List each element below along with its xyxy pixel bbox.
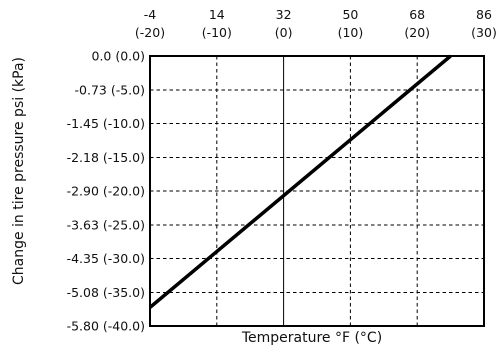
y-tick-label: -2.90 (-20.0) [67,184,145,199]
y-tick-label: -0.73 (-5.0) [75,82,145,97]
grid [150,56,484,326]
x-tick-label-fahrenheit: 68 [409,7,425,22]
y-tick-label: -3.63 (-25.0) [67,217,145,232]
y-tick-label: 0.0 (0.0) [92,49,146,64]
x-tick-label-celsius: (0) [275,25,293,40]
x-tick-label-celsius: (30) [471,25,497,40]
y-axis-title: Change in tire pressure psi (kPa) [11,57,27,285]
y-tick-label: -1.45 (-10.0) [67,116,145,131]
x-tick-label-celsius: (-10) [202,25,232,40]
y-tick-label: -5.08 (-35.0) [67,285,145,300]
x-axis-tick-labels: -4 (-20) 14 (-10) 32 (0) 50 (10) 68 (20) 86 (30) [135,7,497,40]
pressure-change-line [148,54,452,309]
x-tick-label-fahrenheit: 32 [276,7,292,22]
x-tick-label-fahrenheit: 86 [476,7,492,22]
y-tick-label: -2.18 (-15.0) [67,150,145,165]
x-tick-label-celsius: (-20) [135,25,165,40]
data-series [148,54,452,309]
y-tick-label: -5.80 (-40.0) [67,319,145,334]
y-axis-tick-labels: 0.0 (0.0) -0.73 (-5.0) -1.45 (-10.0) -2.18 … [67,49,145,334]
x-axis-title: Temperature °F (°C) [241,330,382,346]
x-tick-label-celsius: (20) [404,25,430,40]
y-tick-label: -4.35 (-30.0) [67,251,145,266]
x-tick-label-celsius: (10) [338,25,364,40]
plot-area-frame [149,55,485,327]
x-tick-label-fahrenheit: 14 [209,7,225,22]
x-tick-label-fahrenheit: 50 [342,7,358,22]
x-tick-label-fahrenheit: -4 [144,7,157,22]
